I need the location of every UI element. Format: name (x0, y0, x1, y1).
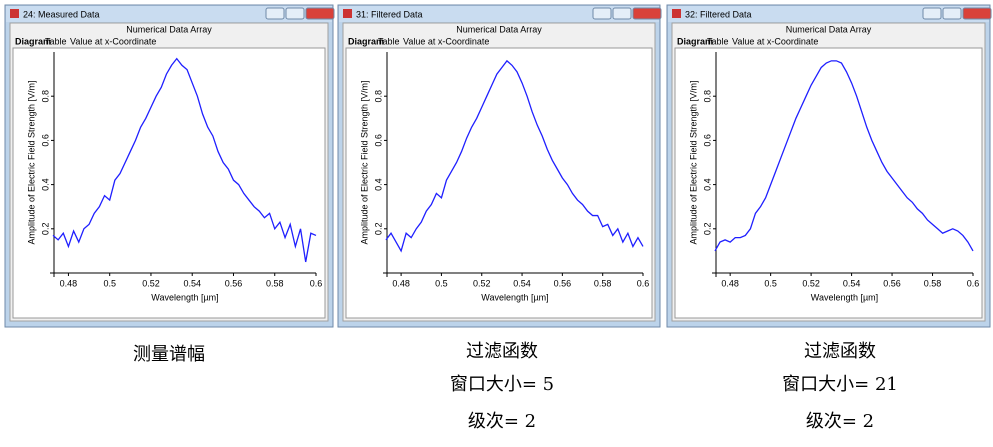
x-tick-label: 0.48 (60, 278, 78, 288)
x-tick-label: 0.6 (637, 278, 650, 288)
y-tick-label: 0.4 (40, 178, 50, 191)
caption: 过滤函数 (466, 341, 538, 362)
y-tick-label: 0.2 (702, 223, 712, 236)
x-tick-label: 0.52 (142, 278, 160, 288)
y-tick-label: 0.4 (702, 178, 712, 191)
tab[interactable]: Table (45, 36, 67, 46)
x-tick-label: 0.48 (392, 278, 410, 288)
window-icon (10, 9, 19, 18)
x-axis-label: Wavelength [µm] (811, 292, 878, 302)
y-axis-label: Amplitude of Electric Field Strength [V/… (26, 80, 36, 244)
x-tick-label: 0.5 (435, 278, 448, 288)
data-line (714, 60, 974, 252)
y-tick-label: 0.4 (373, 178, 383, 191)
caption: 测量谱幅 (133, 344, 205, 365)
x-tick-label: 0.54 (183, 278, 201, 288)
x-tick-label: 0.5 (103, 278, 116, 288)
data-line (52, 57, 317, 263)
window-icon (343, 9, 352, 18)
x-tick-label: 0.6 (967, 278, 980, 288)
minimize-button[interactable] (592, 7, 612, 20)
close-button[interactable] (962, 7, 992, 20)
data-line (385, 59, 644, 253)
caption: 窗口大小= 21 (782, 374, 898, 395)
x-tick-label: 0.5 (764, 278, 777, 288)
minimize-button[interactable] (265, 7, 285, 20)
y-tick-label: 0.6 (702, 134, 712, 147)
panel-header: Numerical Data Array (786, 24, 872, 34)
panel-header: Numerical Data Array (456, 24, 542, 34)
y-axis-label: Amplitude of Electric Field Strength [V/… (359, 80, 369, 244)
tab[interactable]: Table (378, 36, 400, 46)
caption: 窗口大小= 5 (450, 374, 554, 395)
tab[interactable]: Table (707, 36, 729, 46)
minimize-button[interactable] (922, 7, 942, 20)
x-tick-label: 0.58 (924, 278, 942, 288)
y-tick-label: 0.8 (40, 90, 50, 103)
window-icon (672, 9, 681, 18)
x-tick-label: 0.56 (225, 278, 243, 288)
tab[interactable]: Value at x-Coordinate (70, 36, 156, 46)
x-axis-label: Wavelength [µm] (151, 292, 218, 302)
close-button[interactable] (305, 7, 335, 20)
maximize-button[interactable] (285, 7, 305, 20)
title-bar (668, 6, 989, 22)
y-tick-label: 0.8 (702, 90, 712, 103)
y-tick-label: 0.6 (373, 134, 383, 147)
x-tick-label: 0.52 (802, 278, 820, 288)
x-tick-label: 0.56 (883, 278, 901, 288)
y-tick-label: 0.2 (373, 223, 383, 236)
x-tick-label: 0.54 (843, 278, 861, 288)
close-button[interactable] (632, 7, 662, 20)
caption: 级次= 2 (806, 411, 874, 432)
x-tick-label: 0.58 (266, 278, 284, 288)
panel-header: Numerical Data Array (126, 24, 212, 34)
tab[interactable]: Diagram (15, 36, 51, 46)
tab[interactable]: Value at x-Coordinate (403, 36, 489, 46)
window-title: 32: Filtered Data (685, 9, 752, 19)
y-tick-label: 0.6 (40, 134, 50, 147)
y-tick-label: 0.8 (373, 90, 383, 103)
window-title: 31: Filtered Data (356, 9, 423, 19)
tab[interactable]: Value at x-Coordinate (732, 36, 818, 46)
caption: 过滤函数 (804, 341, 876, 362)
x-tick-label: 0.52 (473, 278, 491, 288)
maximize-button[interactable] (612, 7, 632, 20)
x-axis-label: Wavelength [µm] (481, 292, 548, 302)
x-tick-label: 0.58 (594, 278, 612, 288)
title-bar (339, 6, 659, 22)
x-tick-label: 0.48 (721, 278, 739, 288)
caption: 级次= 2 (468, 411, 536, 432)
x-tick-label: 0.6 (310, 278, 323, 288)
tab[interactable]: Diagram (677, 36, 713, 46)
y-tick-label: 0.2 (40, 223, 50, 236)
x-tick-label: 0.54 (513, 278, 531, 288)
x-tick-label: 0.56 (554, 278, 572, 288)
title-bar (6, 6, 332, 22)
maximize-button[interactable] (942, 7, 962, 20)
tab[interactable]: Diagram (348, 36, 384, 46)
y-axis-label: Amplitude of Electric Field Strength [V/… (688, 80, 698, 244)
window-title: 24: Measured Data (23, 9, 100, 19)
